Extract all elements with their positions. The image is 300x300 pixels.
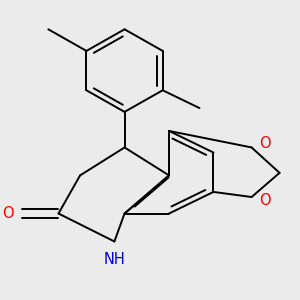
Text: O: O (2, 206, 14, 221)
Text: NH: NH (103, 252, 125, 267)
Text: O: O (259, 193, 271, 208)
Text: O: O (259, 136, 271, 151)
